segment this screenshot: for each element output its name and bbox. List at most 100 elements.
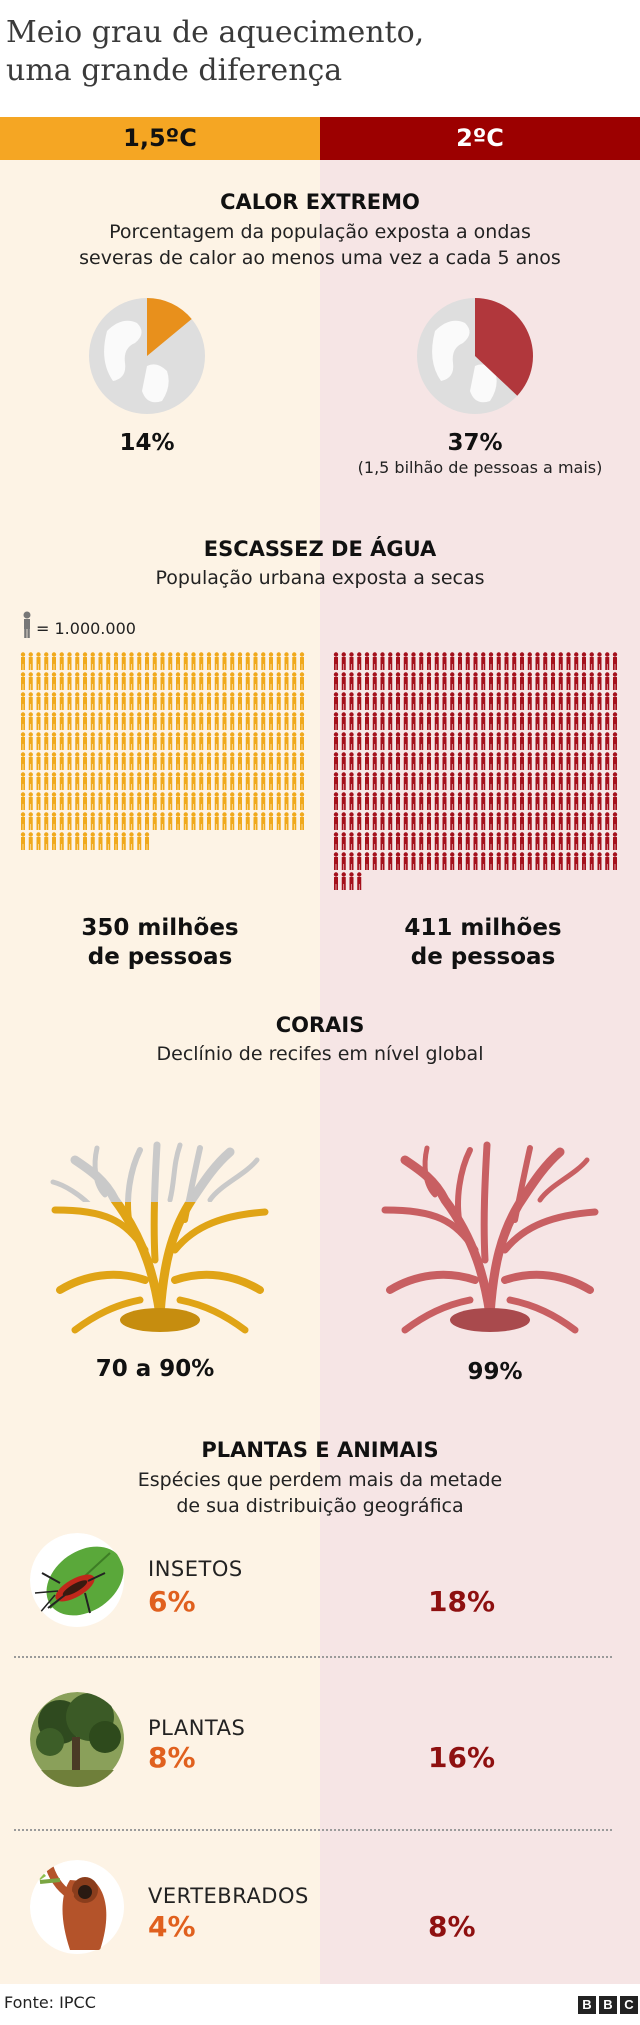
- heat-subtitle-line-1: Porcentagem da população exposta a ondas: [109, 221, 531, 243]
- person-icon: [597, 852, 602, 870]
- person-icon: [276, 692, 281, 710]
- person-icon: [51, 752, 57, 770]
- person-icon: [504, 832, 509, 850]
- person-icon: [380, 772, 385, 790]
- person-icon: [574, 692, 579, 710]
- person-icon: [558, 792, 563, 810]
- person-icon: [113, 692, 119, 710]
- person-icon: [566, 732, 571, 750]
- person-icon: [457, 852, 463, 870]
- person-icon: [276, 712, 281, 730]
- person-icon: [20, 792, 26, 810]
- person-icon: [168, 652, 173, 670]
- person-icon: [333, 692, 339, 710]
- person-icon: [380, 752, 385, 770]
- person-icon: [75, 732, 80, 750]
- person-icon: [364, 852, 370, 870]
- person-icon: [90, 732, 95, 750]
- person-icon: [121, 652, 126, 670]
- person-icon: [36, 832, 41, 850]
- person-icon: [419, 712, 424, 730]
- person-icon: [380, 672, 385, 690]
- person-icon: [574, 772, 579, 790]
- person-icon: [28, 692, 33, 710]
- person-icon: [496, 772, 501, 790]
- person-icon: [121, 812, 126, 830]
- person-icon: [299, 812, 305, 830]
- person-icon: [488, 832, 494, 850]
- person-icon: [299, 712, 305, 730]
- person-icon: [245, 812, 250, 830]
- person-icon: [75, 712, 80, 730]
- person-icon: [581, 852, 587, 870]
- person-icon: [214, 792, 219, 810]
- person-icon: [129, 772, 134, 790]
- species-subtitle-line-1: Espécies que perdem mais da metade: [137, 1469, 503, 1491]
- person-icon: [206, 672, 212, 690]
- person-icon: [67, 652, 72, 670]
- person-icon: [67, 732, 72, 750]
- person-icon: [90, 832, 95, 850]
- page-title: Meio grau de aquecimento, uma grande dif…: [6, 14, 606, 90]
- person-icon: [434, 672, 439, 690]
- person-icon: [605, 832, 610, 850]
- person-icon: [175, 652, 181, 670]
- person-icon: [442, 732, 447, 750]
- person-icon: [214, 812, 219, 830]
- person-icon: [28, 672, 33, 690]
- person-icon: [426, 812, 432, 830]
- person-icon: [59, 792, 64, 810]
- person-icon: [341, 832, 346, 850]
- person-icon: [253, 712, 258, 730]
- person-icon: [442, 832, 447, 850]
- person-icon: [450, 732, 455, 750]
- person-icon: [28, 752, 33, 770]
- person-icon: [51, 672, 57, 690]
- person-icon: [357, 732, 362, 750]
- person-icon: [597, 812, 602, 830]
- person-icon: [67, 752, 72, 770]
- person-icon: [364, 732, 370, 750]
- person-icon: [199, 752, 204, 770]
- person-icon: [113, 732, 119, 750]
- person-icon: [144, 732, 150, 750]
- person-icon: [59, 832, 64, 850]
- person-icon: [403, 712, 408, 730]
- person-icon: [512, 732, 517, 750]
- person-icon: [434, 732, 439, 750]
- person-icon: [268, 752, 274, 770]
- person-icon: [372, 852, 377, 870]
- person-icon: [527, 772, 532, 790]
- person-icon: [341, 752, 346, 770]
- person-icon: [75, 792, 80, 810]
- person-icon: [558, 732, 563, 750]
- corals-section-title: CORAIS: [275, 1013, 365, 1037]
- person-icon: [550, 732, 556, 750]
- person-icon: [341, 872, 346, 890]
- person-icon: [519, 792, 525, 810]
- person-icon: [113, 652, 119, 670]
- person-icon: [98, 732, 103, 750]
- person-icon: [160, 792, 165, 810]
- person-icon: [426, 752, 432, 770]
- person-icon: [253, 752, 258, 770]
- person-icon: [457, 692, 463, 710]
- person-icon: [550, 852, 556, 870]
- person-icon: [488, 852, 494, 870]
- person-icon: [268, 812, 274, 830]
- person-icon: [44, 672, 49, 690]
- person-icon: [67, 772, 72, 790]
- person-icon: [512, 792, 517, 810]
- person-icon: [488, 792, 494, 810]
- person-icon: [199, 712, 204, 730]
- person-icon: [214, 692, 219, 710]
- person-icon: [299, 732, 305, 750]
- person-icon: [268, 732, 274, 750]
- bbc-logo: B B C: [578, 1996, 638, 2014]
- person-icon: [395, 772, 401, 790]
- corals-right-value: 99%: [467, 1359, 523, 1385]
- person-icon: [519, 812, 525, 830]
- person-icon: [372, 812, 377, 830]
- person-icon: [82, 652, 88, 670]
- person-icon: [191, 712, 196, 730]
